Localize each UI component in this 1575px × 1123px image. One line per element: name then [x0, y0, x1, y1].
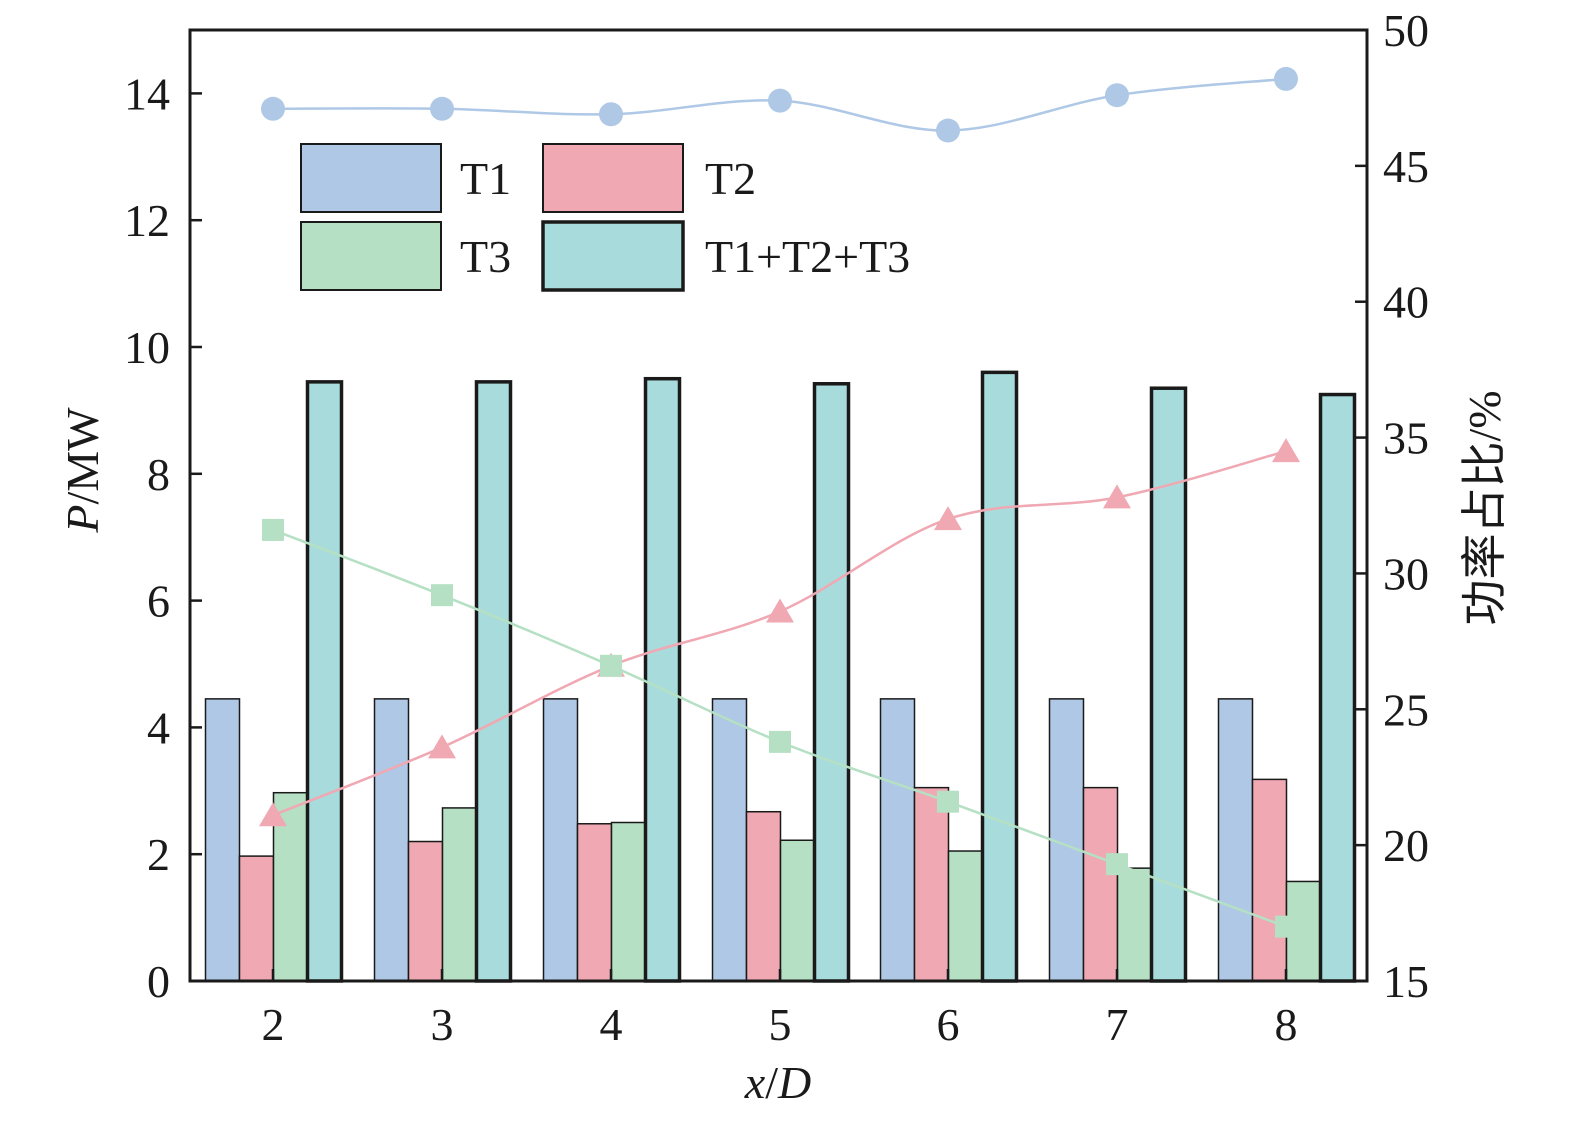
right-tick-label: 15 — [1383, 956, 1429, 1007]
bar-t1-t2-t3-7 — [1149, 386, 1188, 983]
left-tick-label: 10 — [124, 322, 170, 373]
triangle-marker-6 — [934, 506, 962, 531]
bar-t1-2 — [204, 698, 241, 982]
circle-marker-3 — [430, 96, 454, 121]
bar-t1-t2-t3-3 — [474, 380, 513, 983]
bar-t2-3 — [407, 840, 444, 982]
legend-label: T1 — [460, 153, 511, 204]
x-tick-label: 6 — [937, 999, 960, 1050]
bar-t1-t2-t3-6 — [980, 370, 1019, 983]
plot-frame — [188, 28, 1369, 983]
bar-t3-4 — [610, 821, 647, 982]
x-tick-label: 5 — [769, 999, 792, 1050]
x-tick-label: 8 — [1275, 999, 1298, 1050]
bar-t3-3 — [441, 807, 478, 982]
square-marker-3 — [431, 584, 453, 607]
circle-marker-7 — [1105, 83, 1129, 108]
legend: T1 T2 T3 T1+T2+T3 — [300, 143, 910, 292]
right-tick-label: 35 — [1383, 413, 1429, 464]
left-tick-label: 12 — [124, 195, 170, 246]
circle-marker-5 — [768, 88, 792, 113]
bar-t2-5 — [745, 810, 782, 982]
bar-layer — [204, 370, 1357, 983]
line-triangle-series — [272, 449, 1287, 817]
circle-marker-4 — [599, 102, 623, 127]
bar-t2-7 — [1082, 786, 1119, 982]
bar-t1-t2-t3-4 — [643, 376, 682, 983]
legend-label: T1+T2+T3 — [705, 231, 910, 282]
right-axis: 15 20 25 30 35 40 45 50 — [1355, 5, 1429, 1007]
bar-t1-6 — [879, 698, 916, 982]
x-tick-label: 2 — [262, 999, 285, 1050]
left-axis-title: P/MW — [57, 407, 108, 534]
right-tick-label: 45 — [1383, 141, 1429, 192]
legend-swatch-t2 — [542, 143, 684, 213]
triangle-marker-8 — [1272, 438, 1300, 463]
bar-t2-8 — [1251, 778, 1288, 982]
left-axis: 0 2 4 6 8 10 12 14 — [124, 68, 202, 1007]
square-marker-5 — [769, 730, 791, 753]
left-tick-label: 8 — [147, 449, 170, 500]
left-tick-label: 6 — [147, 576, 170, 627]
legend-label: T2 — [705, 153, 756, 204]
bar-t3-7 — [1116, 867, 1153, 982]
legend-label: T3 — [460, 231, 511, 282]
left-tick-label: 0 — [147, 956, 170, 1007]
triangle-marker-2 — [259, 802, 287, 827]
right-tick-label: 30 — [1383, 548, 1429, 599]
square-marker-8 — [1275, 915, 1297, 938]
triangle-marker-7 — [1103, 484, 1131, 509]
x-axis-title: x/D — [744, 1057, 811, 1108]
bar-t1-3 — [373, 698, 410, 982]
triangle-marker-5 — [766, 598, 794, 623]
legend-swatch-t1 — [300, 143, 442, 213]
bar-t2-4 — [576, 823, 613, 982]
legend-swatch-t3 — [300, 221, 442, 291]
square-marker-6 — [937, 790, 959, 813]
bar-t3-6 — [947, 850, 984, 982]
circle-marker-2 — [261, 96, 285, 121]
left-tick-label: 14 — [124, 68, 170, 119]
square-marker-2 — [262, 518, 284, 541]
square-marker-7 — [1106, 853, 1128, 876]
bar-t3-5 — [779, 839, 816, 982]
right-tick-label: 20 — [1383, 820, 1429, 871]
x-tick-label: 3 — [431, 999, 454, 1050]
bar-t1-t2-t3-8 — [1318, 392, 1357, 983]
bar-t1-8 — [1217, 698, 1254, 982]
right-axis-title: 功率占比/% — [1459, 390, 1510, 625]
x-axis: 2 3 4 5 6 7 8 — [262, 969, 1298, 1050]
right-tick-label: 25 — [1383, 684, 1429, 735]
bar-t1-4 — [542, 698, 579, 982]
x-tick-label: 4 — [600, 999, 623, 1050]
bar-t2-6 — [913, 786, 950, 982]
legend-swatch-t1-t2-t3 — [541, 220, 685, 292]
left-tick-label: 2 — [147, 829, 170, 880]
right-tick-label: 40 — [1383, 277, 1429, 328]
x-tick-label: 7 — [1106, 999, 1129, 1050]
circle-marker-6 — [936, 118, 960, 143]
triangle-marker-3 — [428, 734, 456, 759]
square-marker-4 — [600, 654, 622, 677]
left-tick-label: 4 — [147, 702, 170, 753]
right-tick-label: 50 — [1383, 5, 1429, 56]
bar-t1-5 — [711, 698, 748, 982]
bar-t1-t2-t3-2 — [305, 380, 344, 983]
bar-t2-2 — [238, 855, 275, 982]
circle-marker-8 — [1274, 66, 1298, 91]
line-layer — [259, 66, 1300, 938]
bar-t1-t2-t3-5 — [812, 382, 851, 983]
